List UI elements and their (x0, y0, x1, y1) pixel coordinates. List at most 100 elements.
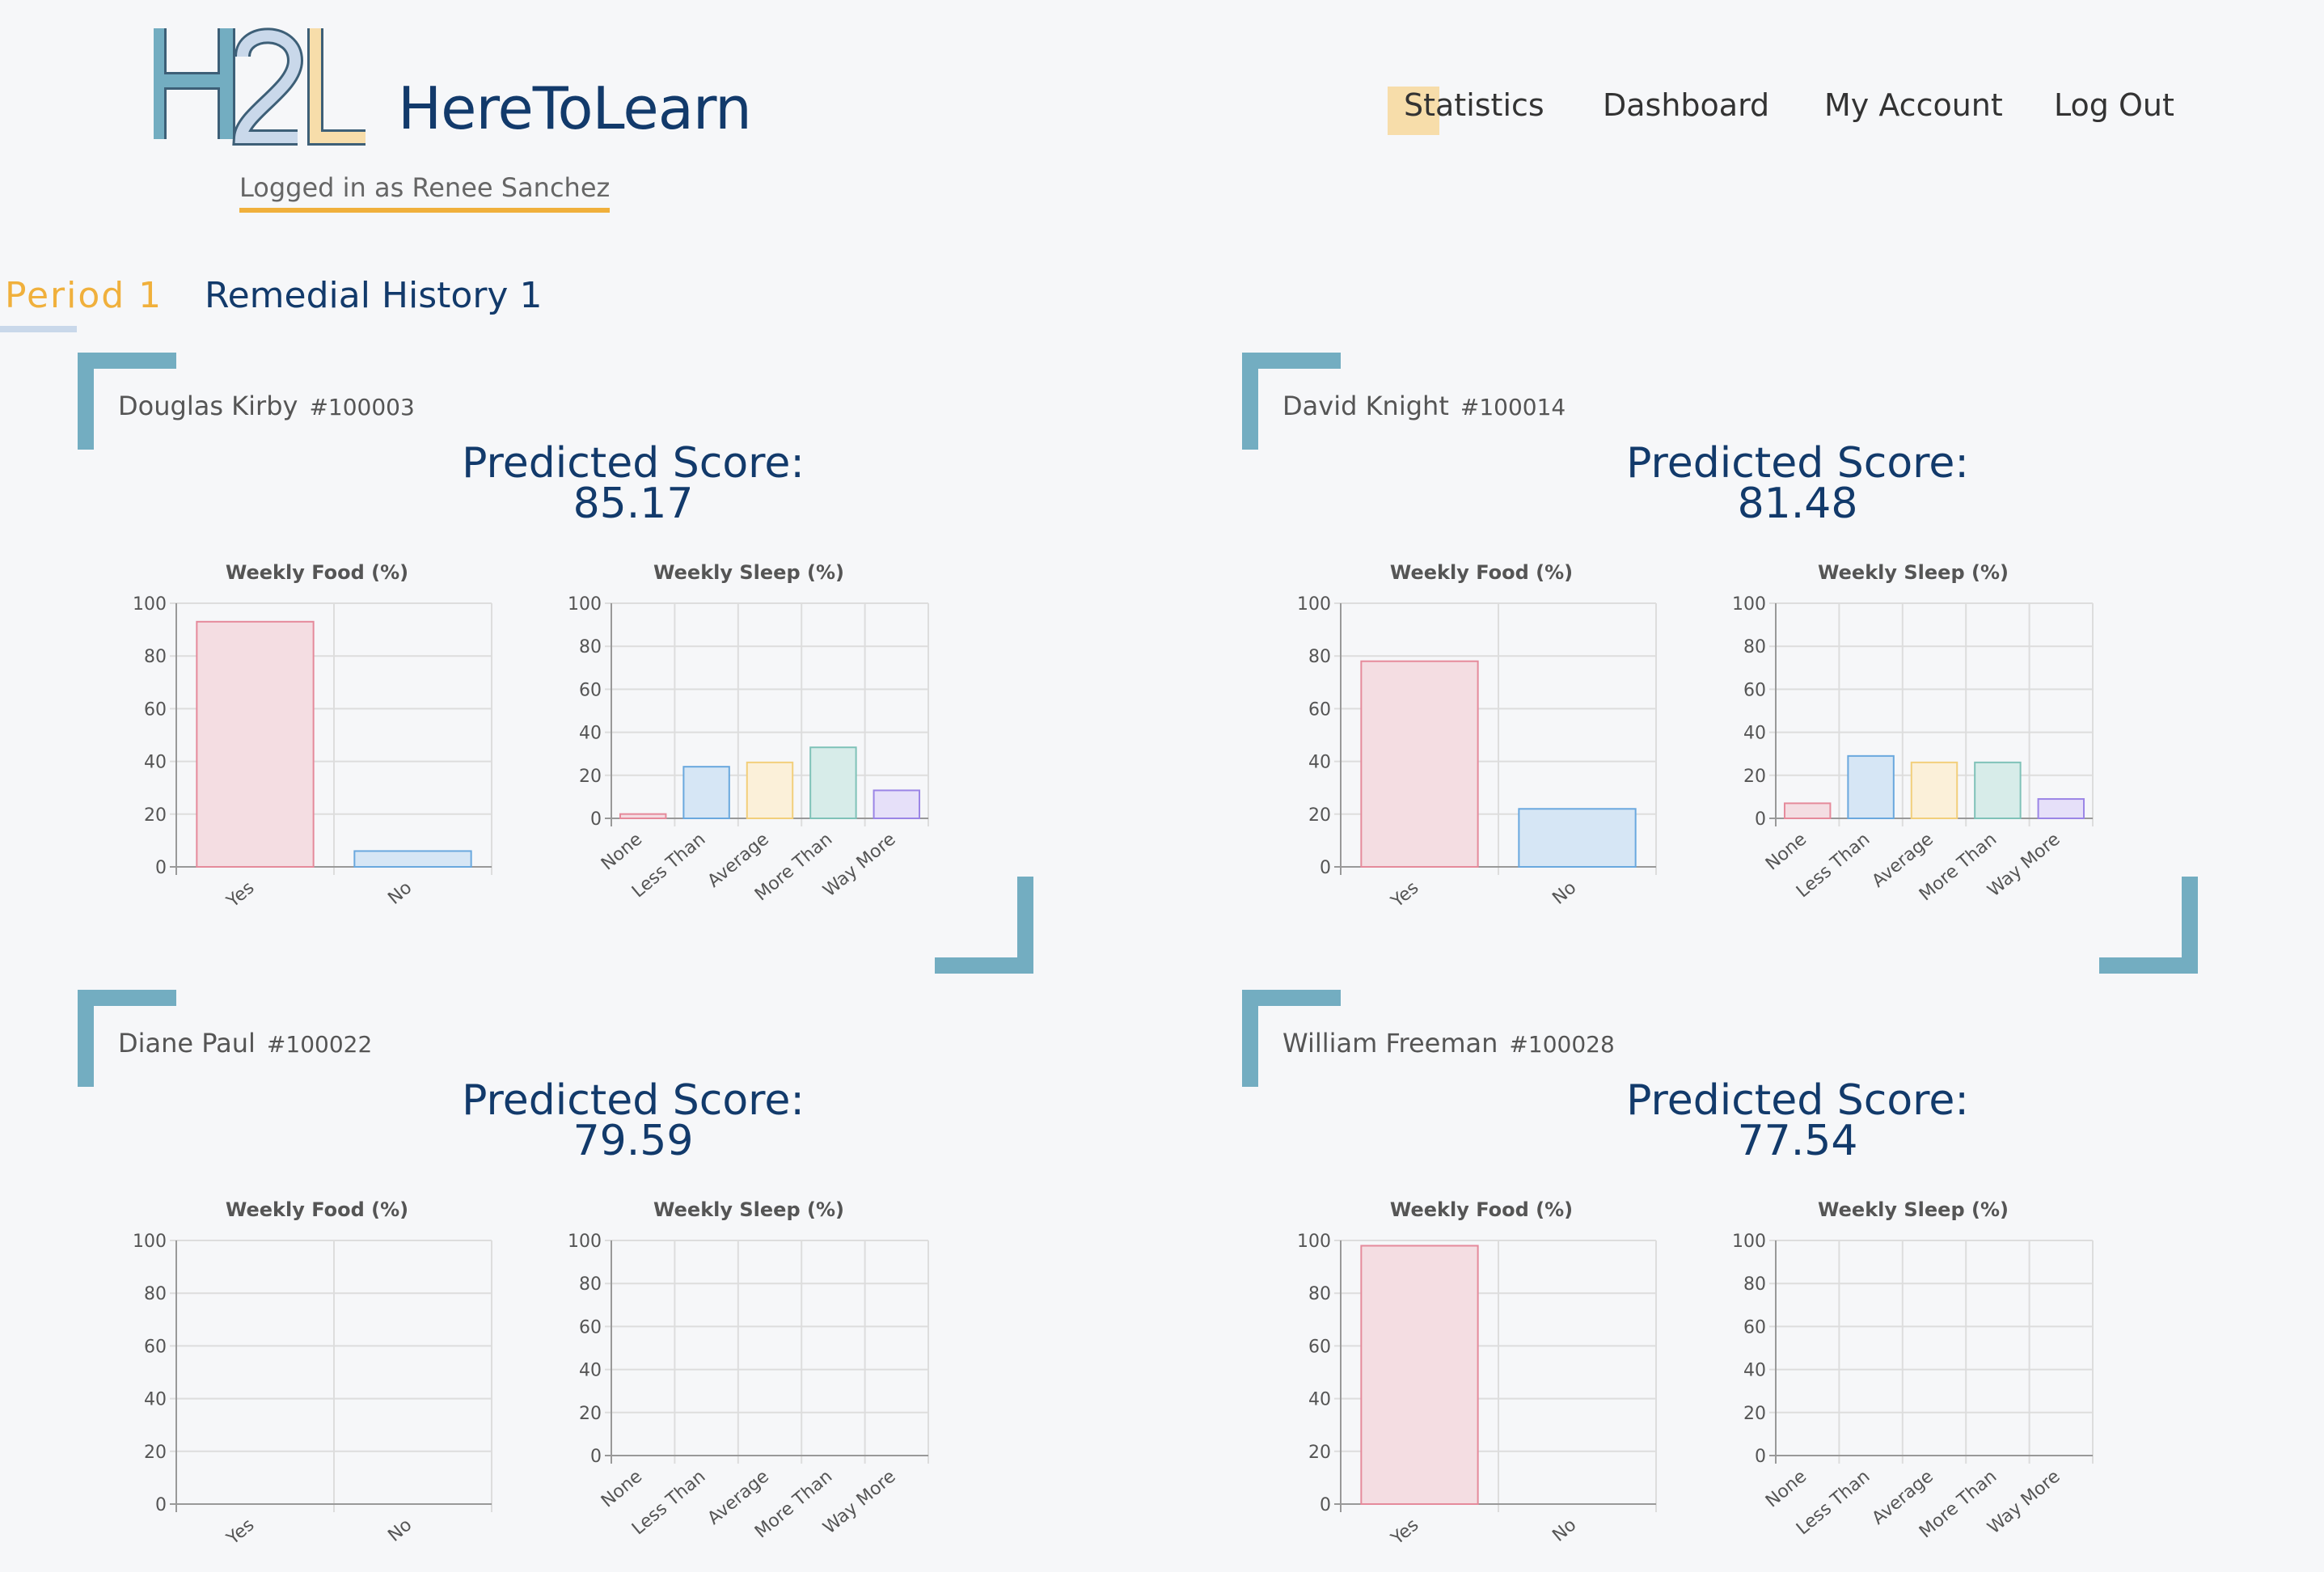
bar-yes[interactable] (196, 620, 315, 868)
y-tick-label: 0 (1320, 858, 1331, 878)
predicted-score: Predicted Score: 79.59 (350, 1076, 916, 1162)
y-tick-label: 20 (1743, 1404, 1766, 1424)
bar-more-than[interactable] (1974, 761, 2022, 819)
food-chart: 0 20 40 60 80 100 Yes No (1297, 1232, 1657, 1549)
bar-less-than[interactable] (1847, 754, 1895, 819)
x-tick-label: Yes (1387, 1515, 1422, 1549)
bar-way-more[interactable] (873, 789, 921, 819)
predicted-score-label: Predicted Score: (1626, 439, 1969, 488)
logo (154, 24, 372, 146)
y-tick-label: 60 (144, 699, 167, 720)
y-tick-label: 0 (590, 809, 602, 830)
bar-no[interactable] (1518, 808, 1637, 868)
predicted-score-value: 85.17 (573, 480, 694, 528)
brand-title[interactable]: HereToLearn (398, 74, 752, 142)
y-tick-label: 100 (1732, 594, 1766, 615)
card-corner-left (78, 353, 94, 450)
card-corner-top (78, 990, 176, 1006)
chart-title-sleep: Weekly Sleep (%) (1818, 1198, 2009, 1221)
y-tick-label: 40 (144, 753, 167, 773)
bar-no[interactable] (353, 850, 472, 868)
y-tick-label: 40 (144, 1390, 167, 1410)
student-name[interactable]: Douglas Kirby #100003 (118, 391, 415, 421)
y-tick-label: 60 (1743, 1317, 1766, 1337)
chart-title-food: Weekly Food (%) (225, 1198, 409, 1221)
nav-dashboard[interactable]: Dashboard (1603, 87, 1770, 123)
student-name-text: Diane Paul (118, 1028, 256, 1059)
y-tick-label: 80 (579, 637, 602, 657)
card-corner-top (1242, 990, 1341, 1006)
predicted-score-label: Predicted Score: (462, 1076, 805, 1125)
chart-title-sleep: Weekly Sleep (%) (1818, 561, 2009, 584)
y-tick-label: 20 (144, 1443, 167, 1463)
bar-yes[interactable] (1360, 1244, 1479, 1506)
y-tick-label: 80 (144, 647, 167, 667)
food-chart: 0 20 40 60 80 100 Yes No (133, 1232, 492, 1549)
card-corner-left (1242, 990, 1258, 1087)
card-corner-right (2182, 877, 2198, 974)
student-name[interactable]: David Knight #100014 (1282, 391, 1566, 421)
y-tick-label: 60 (144, 1337, 167, 1357)
student-id: #100022 (266, 1031, 373, 1058)
bar-yes[interactable] (1360, 660, 1479, 868)
y-tick-label: 60 (579, 680, 602, 700)
card-corner-bottom (2099, 957, 2198, 974)
student-name-text: Douglas Kirby (118, 391, 298, 421)
nav-active-indicator (1388, 87, 1439, 135)
tab-period-underline (0, 326, 77, 332)
card-corner-left (78, 990, 94, 1087)
logged-in-user-link[interactable]: Logged in as Renee Sanchez (239, 172, 611, 213)
card-corner-bottom (935, 957, 1033, 974)
x-tick-label: No (384, 1515, 416, 1545)
y-tick-label: 20 (579, 767, 602, 787)
bar-none[interactable] (1783, 802, 1832, 820)
h2l-logo-icon (154, 27, 366, 146)
bar-average[interactable] (746, 761, 794, 819)
bar-way-more[interactable] (2037, 798, 2085, 819)
nav-my-account[interactable]: My Account (1824, 87, 2003, 123)
student-name-text: David Knight (1282, 391, 1449, 421)
y-tick-label: 100 (1732, 1232, 1766, 1252)
card-corner-top (1242, 353, 1341, 369)
y-tick-label: 100 (133, 1232, 167, 1252)
y-tick-label: 100 (568, 594, 602, 615)
card-corner-left (1242, 353, 1258, 450)
y-tick-label: 100 (1297, 594, 1331, 615)
y-tick-label: 80 (1743, 1274, 1766, 1295)
student-name-text: William Freeman (1282, 1028, 1498, 1059)
nav-statistics[interactable]: Statistics (1404, 87, 1544, 123)
x-tick-label: No (1549, 1515, 1580, 1545)
chart-title-food: Weekly Food (%) (1389, 1198, 1574, 1221)
predicted-score: Predicted Score: 85.17 (350, 442, 916, 528)
predicted-score: Predicted Score: 81.48 (1515, 439, 2081, 525)
student-id: #100014 (1460, 394, 1566, 420)
bar-more-than[interactable] (809, 746, 857, 819)
student-name[interactable]: Diane Paul #100022 (118, 1028, 372, 1059)
bar-average[interactable] (1910, 761, 1958, 819)
y-tick-label: 60 (1743, 680, 1766, 700)
y-tick-label: 80 (579, 1274, 602, 1295)
chart-title-sleep: Weekly Sleep (%) (653, 1198, 844, 1221)
predicted-score-value: 77.54 (1737, 1117, 1858, 1165)
card-corner-top (78, 353, 176, 369)
y-tick-label: 20 (1743, 767, 1766, 787)
nav-log-out[interactable]: Log Out (2054, 87, 2174, 123)
y-tick-label: 40 (1308, 1390, 1331, 1410)
y-tick-label: 0 (590, 1447, 602, 1467)
x-tick-label: Yes (222, 877, 258, 912)
x-tick-label: None (598, 829, 646, 874)
student-id: #100003 (309, 394, 415, 420)
y-tick-label: 20 (1308, 1443, 1331, 1463)
class-title[interactable]: Remedial History 1 (205, 275, 543, 316)
tab-period[interactable]: Period 1 (5, 275, 163, 316)
y-tick-label: 80 (1308, 1284, 1331, 1304)
food-chart: 0 20 40 60 80 100 Yes No (1297, 594, 1657, 912)
y-tick-label: 20 (1308, 805, 1331, 826)
y-tick-label: 40 (1743, 1361, 1766, 1381)
bar-none[interactable] (619, 813, 667, 819)
bar-less-than[interactable] (682, 766, 730, 820)
student-name[interactable]: William Freeman #100028 (1282, 1028, 1615, 1059)
